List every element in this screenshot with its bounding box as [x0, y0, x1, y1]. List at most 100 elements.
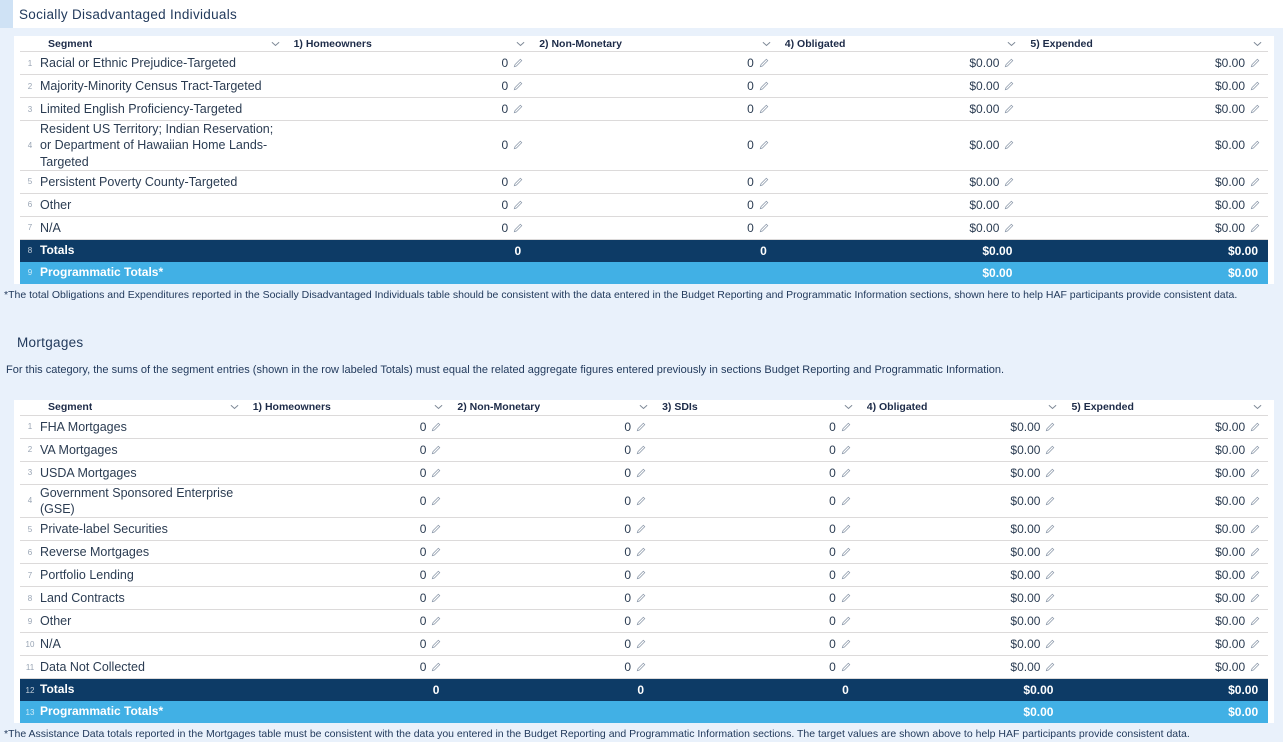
edit-pencil-icon[interactable] [431, 639, 441, 649]
edit-pencil-icon[interactable] [1045, 468, 1055, 478]
edit-pencil-icon[interactable] [1250, 524, 1260, 534]
column-header-5-expended[interactable]: 5) Expended [1063, 399, 1269, 416]
edit-pencil-icon[interactable] [431, 524, 441, 534]
edit-pencil-icon[interactable] [1045, 570, 1055, 580]
edit-pencil-icon[interactable] [841, 445, 851, 455]
edit-pencil-icon[interactable] [1004, 104, 1014, 114]
edit-pencil-icon[interactable] [431, 593, 441, 603]
edit-pencil-icon[interactable] [841, 616, 851, 626]
edit-pencil-icon[interactable] [841, 468, 851, 478]
edit-pencil-icon[interactable] [1250, 422, 1260, 432]
edit-pencil-icon[interactable] [759, 200, 769, 210]
edit-pencil-icon[interactable] [636, 570, 646, 580]
edit-pencil-icon[interactable] [1250, 593, 1260, 603]
sort-chevron-down-icon[interactable] [271, 41, 280, 47]
edit-pencil-icon[interactable] [431, 468, 441, 478]
edit-pencil-icon[interactable] [1250, 177, 1260, 187]
column-header-5-expended[interactable]: 5) Expended [1022, 36, 1268, 52]
edit-pencil-icon[interactable] [636, 524, 646, 534]
edit-pencil-icon[interactable] [1250, 468, 1260, 478]
edit-pencil-icon[interactable] [513, 140, 523, 150]
sort-chevron-down-icon[interactable] [434, 404, 443, 410]
edit-pencil-icon[interactable] [431, 422, 441, 432]
edit-pencil-icon[interactable] [431, 616, 441, 626]
edit-pencil-icon[interactable] [1250, 445, 1260, 455]
column-header-2-non-monetary[interactable]: 2) Non-Monetary [449, 399, 655, 416]
column-header-segment[interactable]: Segment [40, 36, 286, 52]
edit-pencil-icon[interactable] [636, 496, 646, 506]
edit-pencil-icon[interactable] [1250, 496, 1260, 506]
column-header-4-obligated[interactable]: 4) Obligated [858, 399, 1064, 416]
edit-pencil-icon[interactable] [431, 445, 441, 455]
sort-chevron-down-icon[interactable] [1253, 404, 1262, 410]
edit-pencil-icon[interactable] [759, 104, 769, 114]
edit-pencil-icon[interactable] [1250, 547, 1260, 557]
edit-pencil-icon[interactable] [1045, 639, 1055, 649]
edit-pencil-icon[interactable] [431, 547, 441, 557]
edit-pencil-icon[interactable] [759, 223, 769, 233]
edit-pencil-icon[interactable] [513, 81, 523, 91]
column-header-1-homeowners[interactable]: 1) Homeowners [285, 36, 532, 52]
edit-pencil-icon[interactable] [431, 662, 441, 672]
edit-pencil-icon[interactable] [1045, 422, 1055, 432]
edit-pencil-icon[interactable] [1250, 81, 1260, 91]
edit-pencil-icon[interactable] [841, 422, 851, 432]
edit-pencil-icon[interactable] [636, 639, 646, 649]
edit-pencil-icon[interactable] [841, 547, 851, 557]
column-header-2-non-monetary[interactable]: 2) Non-Monetary [531, 36, 777, 52]
edit-pencil-icon[interactable] [841, 639, 851, 649]
edit-pencil-icon[interactable] [1004, 140, 1014, 150]
edit-pencil-icon[interactable] [431, 496, 441, 506]
edit-pencil-icon[interactable] [1004, 223, 1014, 233]
edit-pencil-icon[interactable] [513, 58, 523, 68]
edit-pencil-icon[interactable] [841, 496, 851, 506]
edit-pencil-icon[interactable] [636, 422, 646, 432]
edit-pencil-icon[interactable] [1250, 662, 1260, 672]
edit-pencil-icon[interactable] [1004, 58, 1014, 68]
edit-pencil-icon[interactable] [759, 140, 769, 150]
column-header-segment[interactable]: Segment [40, 399, 245, 416]
sort-chevron-down-icon[interactable] [516, 41, 525, 47]
sort-chevron-down-icon[interactable] [230, 404, 239, 410]
edit-pencil-icon[interactable] [1045, 524, 1055, 534]
sort-chevron-down-icon[interactable] [844, 404, 853, 410]
edit-pencil-icon[interactable] [841, 524, 851, 534]
edit-pencil-icon[interactable] [1045, 662, 1055, 672]
edit-pencil-icon[interactable] [759, 81, 769, 91]
column-header-4-obligated[interactable]: 4) Obligated [776, 36, 1023, 52]
sort-chevron-down-icon[interactable] [1007, 41, 1016, 47]
edit-pencil-icon[interactable] [1045, 445, 1055, 455]
edit-pencil-icon[interactable] [513, 223, 523, 233]
edit-pencil-icon[interactable] [1250, 223, 1260, 233]
edit-pencil-icon[interactable] [513, 104, 523, 114]
edit-pencil-icon[interactable] [1250, 104, 1260, 114]
edit-pencil-icon[interactable] [1045, 616, 1055, 626]
edit-pencil-icon[interactable] [1004, 81, 1014, 91]
edit-pencil-icon[interactable] [759, 58, 769, 68]
column-header-1-homeowners[interactable]: 1) Homeowners [244, 399, 450, 416]
edit-pencil-icon[interactable] [759, 177, 769, 187]
edit-pencil-icon[interactable] [1045, 593, 1055, 603]
sort-chevron-down-icon[interactable] [1048, 404, 1057, 410]
edit-pencil-icon[interactable] [1004, 177, 1014, 187]
edit-pencil-icon[interactable] [841, 593, 851, 603]
edit-pencil-icon[interactable] [1250, 570, 1260, 580]
edit-pencil-icon[interactable] [636, 468, 646, 478]
edit-pencil-icon[interactable] [431, 570, 441, 580]
edit-pencil-icon[interactable] [636, 445, 646, 455]
edit-pencil-icon[interactable] [841, 570, 851, 580]
edit-pencil-icon[interactable] [1004, 200, 1014, 210]
edit-pencil-icon[interactable] [1250, 140, 1260, 150]
edit-pencil-icon[interactable] [636, 616, 646, 626]
edit-pencil-icon[interactable] [636, 547, 646, 557]
edit-pencil-icon[interactable] [513, 200, 523, 210]
edit-pencil-icon[interactable] [1250, 58, 1260, 68]
edit-pencil-icon[interactable] [1045, 547, 1055, 557]
edit-pencil-icon[interactable] [636, 662, 646, 672]
edit-pencil-icon[interactable] [1250, 200, 1260, 210]
edit-pencil-icon[interactable] [841, 662, 851, 672]
edit-pencil-icon[interactable] [513, 177, 523, 187]
edit-pencil-icon[interactable] [636, 593, 646, 603]
edit-pencil-icon[interactable] [1045, 496, 1055, 506]
edit-pencil-icon[interactable] [1250, 639, 1260, 649]
